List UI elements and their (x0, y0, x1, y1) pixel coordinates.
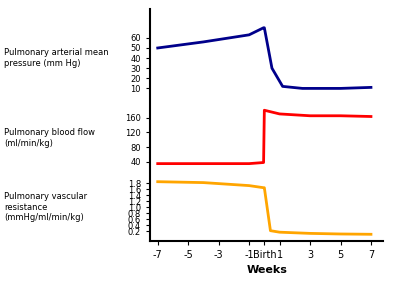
X-axis label: Weeks: Weeks (246, 265, 287, 275)
Text: Pulmonary arterial mean
pressure (mm Hg): Pulmonary arterial mean pressure (mm Hg) (4, 48, 109, 68)
Text: Pulmonary vascular
resistance
(mmHg/ml/min/kg): Pulmonary vascular resistance (mmHg/ml/m… (4, 192, 87, 222)
Text: Pulmonary blood flow
(ml/min/kg): Pulmonary blood flow (ml/min/kg) (4, 128, 95, 148)
